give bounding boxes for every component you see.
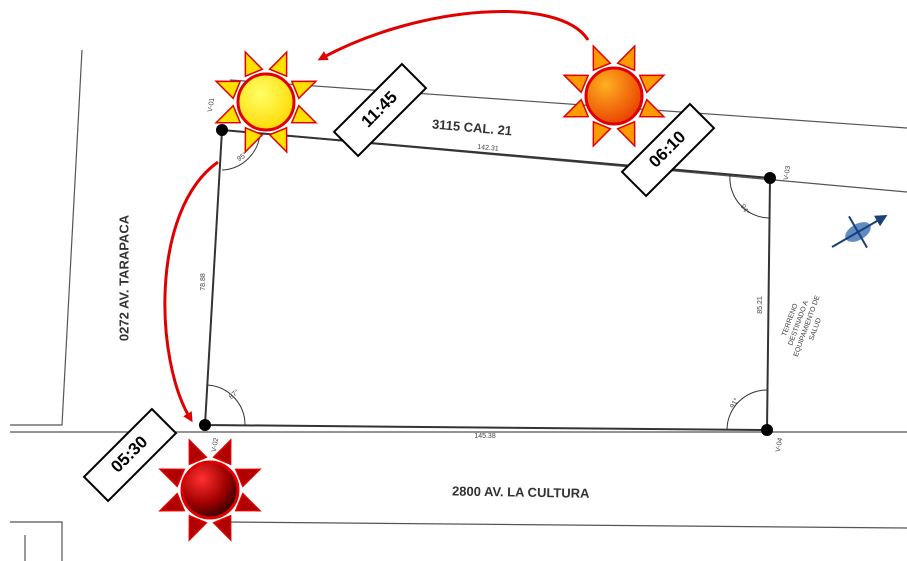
sun-ray	[158, 468, 186, 488]
sun-ray	[188, 514, 208, 542]
sun	[158, 438, 262, 542]
angle-label: 91°	[728, 397, 740, 410]
sun-ray	[212, 514, 232, 542]
sun-ray	[158, 492, 186, 512]
angle-arcs	[206, 133, 770, 431]
sun-disc	[180, 460, 240, 520]
sun-ray	[244, 126, 264, 154]
suns	[158, 44, 666, 542]
sun-ray	[592, 44, 612, 72]
angle-label: 95°	[236, 150, 249, 163]
time-box: 06:10	[620, 102, 716, 198]
sun-path-arrow	[163, 160, 219, 423]
street-label: 0272 AV. TARAPACA	[116, 214, 131, 341]
sun-ray	[188, 438, 208, 466]
sun-ray	[638, 98, 666, 118]
sun-ray	[638, 74, 666, 94]
north-arrow	[831, 215, 888, 249]
vertex-label: V-01	[207, 97, 216, 113]
sun-ray	[244, 50, 264, 78]
sun-ray	[268, 50, 288, 78]
length-label: 145.38	[474, 433, 496, 440]
vertex-label: V-02	[211, 437, 220, 453]
sun-ray	[212, 438, 232, 466]
sun-ray	[562, 74, 590, 94]
time-box: 11:45	[332, 62, 428, 158]
vertex-label: V-03	[783, 165, 792, 181]
lot-boundary	[203, 128, 772, 432]
sun	[562, 44, 666, 148]
vertex-dots	[199, 124, 776, 436]
sun-ray	[214, 104, 242, 124]
sun-ray	[290, 104, 318, 124]
sun-ray	[234, 468, 262, 488]
street-label: 2800 AV. LA CULTURA	[452, 483, 590, 500]
sun-ray	[592, 120, 612, 148]
sun-ray	[268, 126, 288, 154]
sun-ray	[616, 120, 636, 148]
street-label: 3115 CAL. 21	[431, 116, 512, 138]
sun	[214, 50, 318, 154]
sun-disc	[584, 66, 644, 126]
sun-ray	[562, 98, 590, 118]
time-box: 05:30	[82, 407, 178, 503]
length-label: 78.88	[200, 273, 207, 291]
angle-label: 94°	[739, 203, 751, 216]
sun-ray	[234, 492, 262, 512]
sun-ray	[214, 80, 242, 100]
lot-label: TERRENO DESTINADO A EQUIPAMIENTO DE SALU…	[781, 294, 823, 357]
length-label: 85.21	[757, 296, 764, 314]
sun-ray	[616, 44, 636, 72]
vertex-label: V-04	[775, 437, 784, 453]
sun-ray	[290, 80, 318, 100]
sun-path-arrow	[317, 10, 590, 61]
angle-label: 87°	[227, 388, 240, 401]
length-label: 142.31	[477, 144, 499, 153]
sun-disc	[236, 72, 296, 132]
